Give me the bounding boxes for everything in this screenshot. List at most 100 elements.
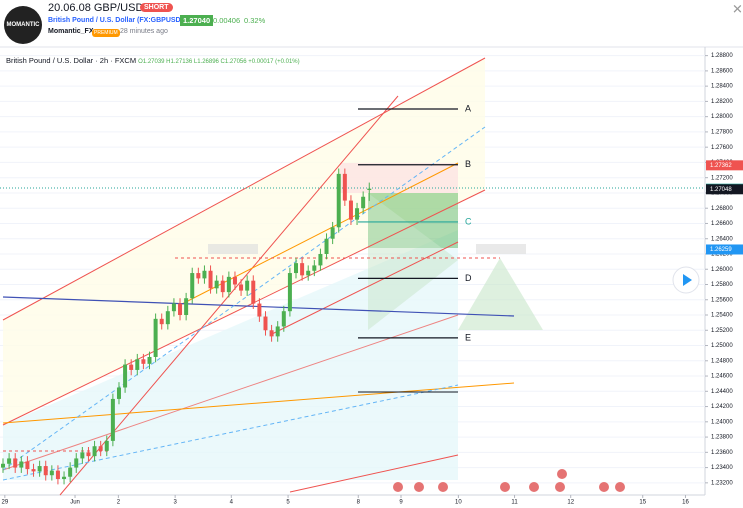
- event-icon: [555, 482, 565, 492]
- y-tick-label: 1.28400: [711, 84, 733, 90]
- candle-body: [257, 303, 262, 317]
- close-icon[interactable]: ✕: [732, 1, 743, 16]
- candle-body: [68, 467, 73, 477]
- price: 1.27040: [180, 15, 214, 26]
- change-pct: 0.32%: [244, 16, 266, 25]
- candle-body: [92, 446, 97, 457]
- x-tick-label: 9: [399, 500, 403, 506]
- candle-body: [312, 265, 317, 271]
- candle-body: [25, 461, 30, 470]
- candle-body: [7, 458, 12, 464]
- y-tick-label: 1.23800: [711, 435, 733, 441]
- trend-line: [179, 162, 459, 306]
- candle-body: [294, 263, 299, 274]
- candle-body: [190, 273, 195, 299]
- event-icon: [500, 482, 510, 492]
- play-icon: [683, 274, 692, 286]
- x-tick-label: 5: [286, 500, 290, 506]
- x-tick-label: Jun: [70, 500, 80, 506]
- candle-body: [196, 273, 201, 279]
- y-tick-label: 1.23400: [711, 465, 733, 471]
- y-tick-label: 1.23600: [711, 450, 733, 456]
- candle-body: [74, 458, 79, 468]
- logo: MOMANTIC: [4, 6, 42, 44]
- legend-source: FXCM: [114, 56, 137, 65]
- event-icon: [599, 482, 609, 492]
- candle-body: [239, 284, 244, 291]
- x-tick-label: 11: [511, 500, 518, 506]
- y-tick-label: 1.24400: [711, 389, 733, 395]
- candle-body: [251, 280, 256, 304]
- legend-ohlc: O1.27039 H1.27136 L1.26896 C1.27056 +0.0…: [138, 59, 300, 65]
- zone-fill: [3, 230, 458, 480]
- y-tick-label: 1.25400: [711, 313, 733, 319]
- y-tick-label: 1.25800: [711, 282, 733, 288]
- candle-body: [300, 263, 305, 276]
- candle-body: [202, 270, 207, 279]
- x-tick-label: 3: [173, 500, 177, 506]
- level-label: A: [465, 103, 471, 113]
- candle-body: [318, 253, 323, 266]
- symbol[interactable]: British Pound / U.S. Dollar (FX:GBPUSD): [48, 17, 183, 24]
- level-label: B: [465, 159, 471, 169]
- triangle: [368, 193, 458, 330]
- y-tick-label: 1.27200: [711, 175, 733, 181]
- change: 0.00406: [213, 16, 241, 25]
- candle-body: [355, 208, 360, 220]
- y-tick-label: 1.26400: [711, 236, 733, 242]
- candle-body: [104, 440, 109, 451]
- channel-line: [289, 454, 459, 493]
- candle-body: [208, 270, 213, 289]
- drawings: [0, 57, 705, 496]
- y-tick-label: 1.26200: [711, 252, 733, 258]
- candle-body: [324, 238, 329, 254]
- y-tick-label: 1.26800: [711, 206, 733, 212]
- price-marker-label: 1.26259: [710, 247, 732, 253]
- candle-body: [275, 326, 280, 337]
- level-label: C: [465, 216, 472, 226]
- candle-body: [226, 276, 231, 293]
- legend: British Pound / U.S. Dollar · 2h · FXCM …: [6, 56, 300, 65]
- x-tick-label: 12: [567, 500, 574, 506]
- y-tick-label: 1.24000: [711, 419, 733, 425]
- candle-body: [232, 276, 237, 285]
- candle-body: [123, 364, 128, 388]
- channel-line: [269, 241, 459, 336]
- legend-name: British Pound / U.S. Dollar: [6, 56, 94, 65]
- x-tick-label: 29: [1, 500, 8, 506]
- channel-fill: [3, 58, 485, 425]
- y-tick-label: 1.26600: [711, 221, 733, 227]
- channel-line: [2, 314, 459, 471]
- candle-body: [214, 280, 219, 289]
- candle-body: [37, 466, 42, 472]
- y-tick-label: 1.24200: [711, 404, 733, 410]
- candle-body: [49, 470, 54, 476]
- x-tick-label: 15: [639, 500, 646, 506]
- level-label: E: [465, 332, 471, 342]
- y-tick-label: 1.28800: [711, 53, 733, 59]
- label-box: [208, 244, 258, 254]
- candle-body: [19, 461, 24, 468]
- event-icon: [393, 482, 403, 492]
- candle-body: [178, 303, 183, 316]
- price-marker: [706, 160, 743, 171]
- candle-body: [159, 318, 164, 325]
- y-tick-label: 1.28200: [711, 99, 733, 105]
- candle-body: [171, 303, 176, 312]
- candle-body: [342, 173, 347, 201]
- event-icon: [529, 482, 539, 492]
- candle-body: [141, 359, 146, 364]
- candle-body: [281, 311, 286, 327]
- candle-body: [165, 311, 170, 325]
- candle-body: [147, 356, 152, 364]
- candle-body: [245, 280, 250, 291]
- y-tick-label: 1.25600: [711, 297, 733, 303]
- short-badge: SHORT: [140, 3, 173, 12]
- channel-line: [2, 57, 486, 321]
- candle-body: [361, 196, 366, 209]
- candle-body: [110, 398, 115, 441]
- x-tick-label: 10: [455, 500, 462, 506]
- author[interactable]: Momantic_FX: [48, 28, 94, 35]
- candle-body: [31, 469, 36, 472]
